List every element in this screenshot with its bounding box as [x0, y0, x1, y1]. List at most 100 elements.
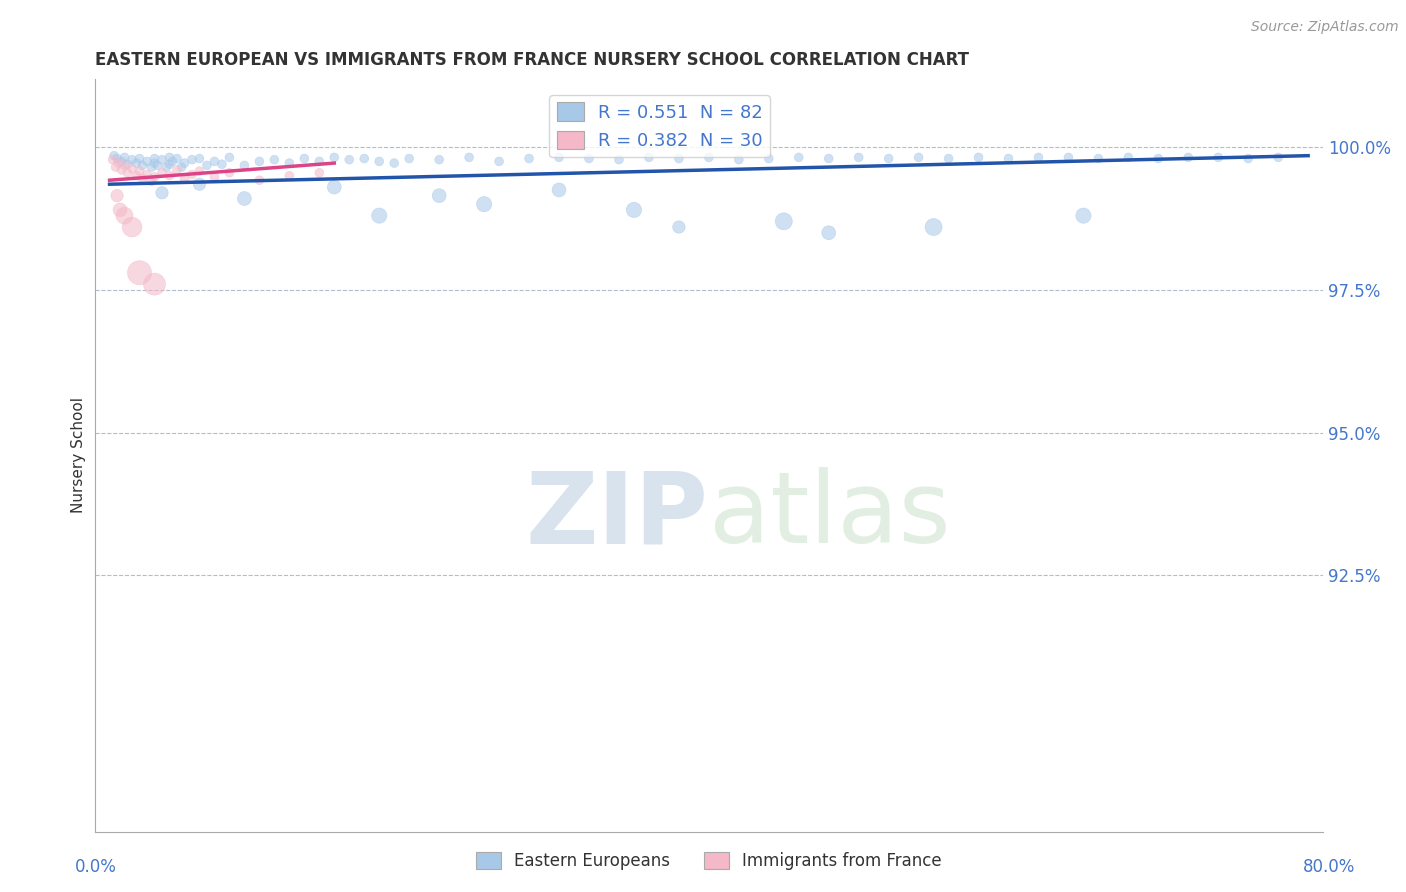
Point	[107, 156, 129, 170]
Point	[143, 277, 166, 292]
Point	[247, 154, 270, 169]
Point	[997, 152, 1019, 166]
Point	[323, 150, 346, 164]
Point	[143, 156, 166, 170]
Point	[697, 150, 720, 164]
Point	[638, 150, 661, 164]
Point	[623, 202, 645, 217]
Point	[907, 150, 929, 164]
Point	[1087, 152, 1109, 166]
Point	[181, 168, 204, 182]
Point	[427, 188, 450, 202]
Point	[1177, 150, 1199, 164]
Point	[353, 152, 375, 166]
Point	[668, 220, 690, 235]
Point	[877, 152, 900, 166]
Text: 80.0%: 80.0%	[1302, 858, 1355, 876]
Point	[143, 169, 166, 184]
Point	[967, 150, 990, 164]
Point	[128, 266, 150, 280]
Point	[110, 154, 132, 169]
Point	[188, 178, 211, 192]
Point	[548, 150, 571, 164]
Point	[922, 220, 945, 235]
Point	[233, 158, 256, 172]
Point	[578, 152, 600, 166]
Point	[517, 152, 540, 166]
Point	[110, 163, 132, 178]
Point	[173, 171, 195, 186]
Point	[308, 154, 330, 169]
Point	[247, 173, 270, 187]
Point	[204, 169, 226, 184]
Point	[170, 160, 193, 174]
Point	[131, 171, 153, 186]
Point	[141, 160, 163, 174]
Point	[938, 152, 960, 166]
Point	[278, 169, 301, 183]
Point	[548, 183, 571, 197]
Point	[105, 188, 128, 202]
Point	[607, 153, 630, 167]
Point	[103, 149, 125, 163]
Point	[323, 180, 346, 194]
Point	[787, 150, 810, 164]
Text: atlas: atlas	[709, 467, 950, 565]
Point	[136, 154, 159, 169]
Point	[427, 153, 450, 167]
Text: Source: ZipAtlas.com: Source: ZipAtlas.com	[1251, 20, 1399, 34]
Point	[188, 152, 211, 166]
Point	[162, 154, 184, 169]
Point	[150, 166, 173, 180]
Point	[159, 150, 181, 164]
Point	[204, 154, 226, 169]
Point	[114, 150, 136, 164]
Legend: R = 0.551  N = 82, R = 0.382  N = 30: R = 0.551 N = 82, R = 0.382 N = 30	[550, 95, 770, 157]
Point	[114, 158, 136, 172]
Point	[1118, 150, 1140, 164]
Point	[117, 166, 139, 180]
Point	[292, 152, 315, 166]
Point	[125, 169, 148, 183]
Point	[128, 164, 150, 178]
Point	[166, 152, 188, 166]
Point	[458, 150, 481, 164]
Point	[368, 209, 391, 223]
Point	[488, 154, 510, 169]
Point	[1057, 150, 1080, 164]
Point	[263, 153, 285, 167]
Point	[772, 214, 794, 228]
Point	[150, 153, 173, 167]
Point	[125, 156, 148, 170]
Y-axis label: Nursery School: Nursery School	[72, 398, 86, 514]
Point	[218, 150, 240, 164]
Text: EASTERN EUROPEAN VS IMMIGRANTS FROM FRANCE NURSERY SCHOOL CORRELATION CHART: EASTERN EUROPEAN VS IMMIGRANTS FROM FRAN…	[94, 51, 969, 69]
Point	[114, 209, 136, 223]
Point	[848, 150, 870, 164]
Point	[121, 153, 143, 167]
Point	[108, 202, 131, 217]
Point	[727, 153, 749, 167]
Point	[1267, 150, 1289, 164]
Point	[101, 153, 124, 167]
Point	[472, 197, 495, 211]
Point	[1237, 152, 1260, 166]
Point	[218, 166, 240, 180]
Point	[382, 156, 405, 170]
Point	[817, 152, 839, 166]
Point	[1073, 209, 1095, 223]
Point	[105, 152, 128, 166]
Point	[1028, 150, 1050, 164]
Text: ZIP: ZIP	[526, 467, 709, 565]
Point	[117, 157, 139, 171]
Point	[758, 152, 780, 166]
Point	[398, 152, 420, 166]
Point	[155, 160, 177, 174]
Point	[181, 153, 204, 167]
Point	[817, 226, 839, 240]
Point	[278, 156, 301, 170]
Point	[337, 153, 360, 167]
Point	[131, 158, 153, 172]
Point	[136, 168, 159, 182]
Point	[166, 163, 188, 178]
